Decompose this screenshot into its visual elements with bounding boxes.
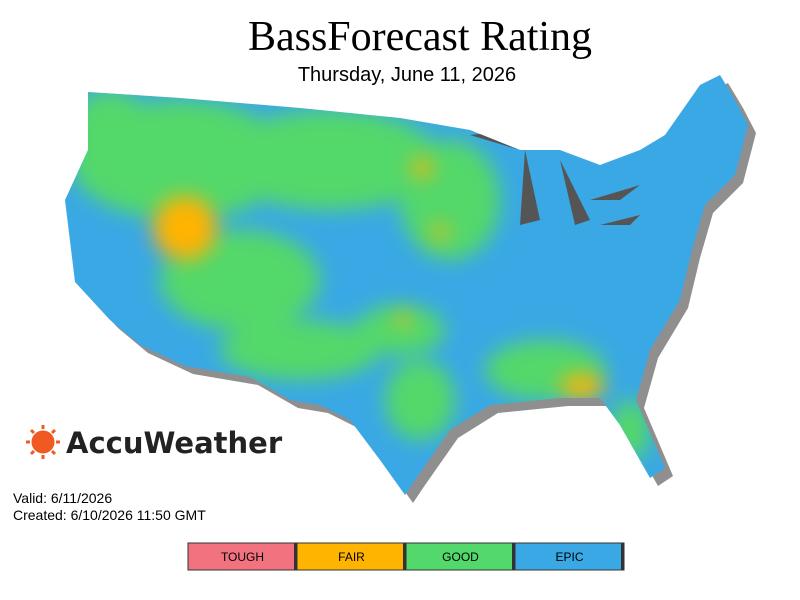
- legend-edge: [294, 543, 297, 570]
- legend-label: EPIC: [555, 550, 583, 564]
- subtitle: Thursday, June 11, 2026: [298, 64, 516, 86]
- legend-label: FAIR: [338, 550, 365, 564]
- legend-swatch: [514, 542, 625, 571]
- logo-icon: [26, 425, 60, 459]
- legend-edge: [512, 543, 515, 570]
- legend-label: GOOD: [442, 550, 479, 564]
- legend-edge: [621, 543, 624, 570]
- fair-areas: [153, 158, 604, 398]
- legend-swatch: [187, 542, 298, 571]
- valid-date: Valid: 6/11/2026: [13, 490, 112, 506]
- legend-swatch: [296, 542, 407, 571]
- legend-edge: [403, 543, 406, 570]
- legend: TOUGH FAIR GOOD EPIC: [187, 542, 625, 571]
- created-date: Created: 6/10/2026 11:50 GMT: [13, 507, 206, 523]
- great-lakes: [470, 128, 640, 225]
- legend-swatch: [405, 542, 516, 571]
- legend-label: TOUGH: [221, 550, 264, 564]
- title: BassForecast Rating: [248, 14, 592, 60]
- brand: AccuWeather: [66, 426, 283, 460]
